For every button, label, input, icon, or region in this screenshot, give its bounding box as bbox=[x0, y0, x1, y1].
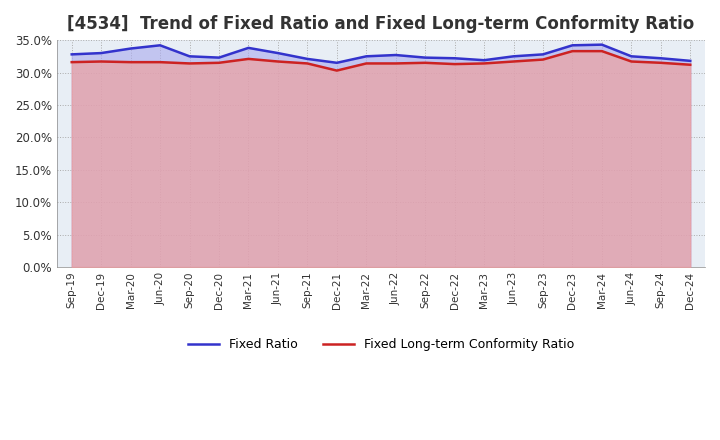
Fixed Long-term Conformity Ratio bbox=[303, 61, 312, 66]
Fixed Long-term Conformity Ratio bbox=[598, 48, 606, 54]
Fixed Ratio bbox=[303, 56, 312, 62]
Fixed Ratio bbox=[156, 43, 164, 48]
Fixed Ratio bbox=[126, 46, 135, 51]
Fixed Long-term Conformity Ratio bbox=[244, 56, 253, 62]
Fixed Ratio bbox=[68, 52, 76, 57]
Fixed Long-term Conformity Ratio bbox=[185, 61, 194, 66]
Fixed Long-term Conformity Ratio bbox=[509, 59, 518, 64]
Fixed Long-term Conformity Ratio bbox=[686, 62, 695, 67]
Fixed Long-term Conformity Ratio bbox=[539, 57, 547, 62]
Fixed Ratio bbox=[362, 54, 371, 59]
Fixed Ratio bbox=[185, 54, 194, 59]
Fixed Ratio bbox=[539, 52, 547, 57]
Line: Fixed Long-term Conformity Ratio: Fixed Long-term Conformity Ratio bbox=[72, 51, 690, 70]
Fixed Long-term Conformity Ratio bbox=[126, 59, 135, 65]
Fixed Long-term Conformity Ratio bbox=[215, 60, 223, 66]
Fixed Ratio bbox=[657, 55, 665, 61]
Fixed Ratio bbox=[686, 58, 695, 63]
Fixed Long-term Conformity Ratio bbox=[568, 48, 577, 54]
Fixed Long-term Conformity Ratio bbox=[97, 59, 106, 64]
Fixed Long-term Conformity Ratio bbox=[480, 61, 488, 66]
Fixed Ratio bbox=[215, 55, 223, 60]
Fixed Long-term Conformity Ratio bbox=[657, 60, 665, 66]
Fixed Long-term Conformity Ratio bbox=[627, 59, 636, 64]
Fixed Ratio bbox=[627, 54, 636, 59]
Fixed Ratio bbox=[333, 60, 341, 66]
Fixed Long-term Conformity Ratio bbox=[392, 61, 400, 66]
Fixed Ratio bbox=[568, 43, 577, 48]
Fixed Long-term Conformity Ratio bbox=[333, 68, 341, 73]
Fixed Long-term Conformity Ratio bbox=[68, 59, 76, 65]
Fixed Long-term Conformity Ratio bbox=[156, 59, 164, 65]
Line: Fixed Ratio: Fixed Ratio bbox=[72, 44, 690, 63]
Fixed Ratio bbox=[97, 51, 106, 56]
Fixed Ratio bbox=[509, 54, 518, 59]
Fixed Ratio bbox=[392, 52, 400, 58]
Fixed Long-term Conformity Ratio bbox=[274, 59, 282, 64]
Fixed Long-term Conformity Ratio bbox=[421, 60, 430, 66]
Fixed Ratio bbox=[244, 45, 253, 51]
Fixed Ratio bbox=[598, 42, 606, 47]
Fixed Ratio bbox=[450, 55, 459, 61]
Fixed Long-term Conformity Ratio bbox=[450, 62, 459, 67]
Fixed Ratio bbox=[421, 55, 430, 60]
Fixed Long-term Conformity Ratio bbox=[362, 61, 371, 66]
Title: [4534]  Trend of Fixed Ratio and Fixed Long-term Conformity Ratio: [4534] Trend of Fixed Ratio and Fixed Lo… bbox=[68, 15, 695, 33]
Legend: Fixed Ratio, Fixed Long-term Conformity Ratio: Fixed Ratio, Fixed Long-term Conformity … bbox=[183, 333, 580, 356]
Fixed Ratio bbox=[274, 51, 282, 56]
Fixed Ratio bbox=[480, 58, 488, 63]
